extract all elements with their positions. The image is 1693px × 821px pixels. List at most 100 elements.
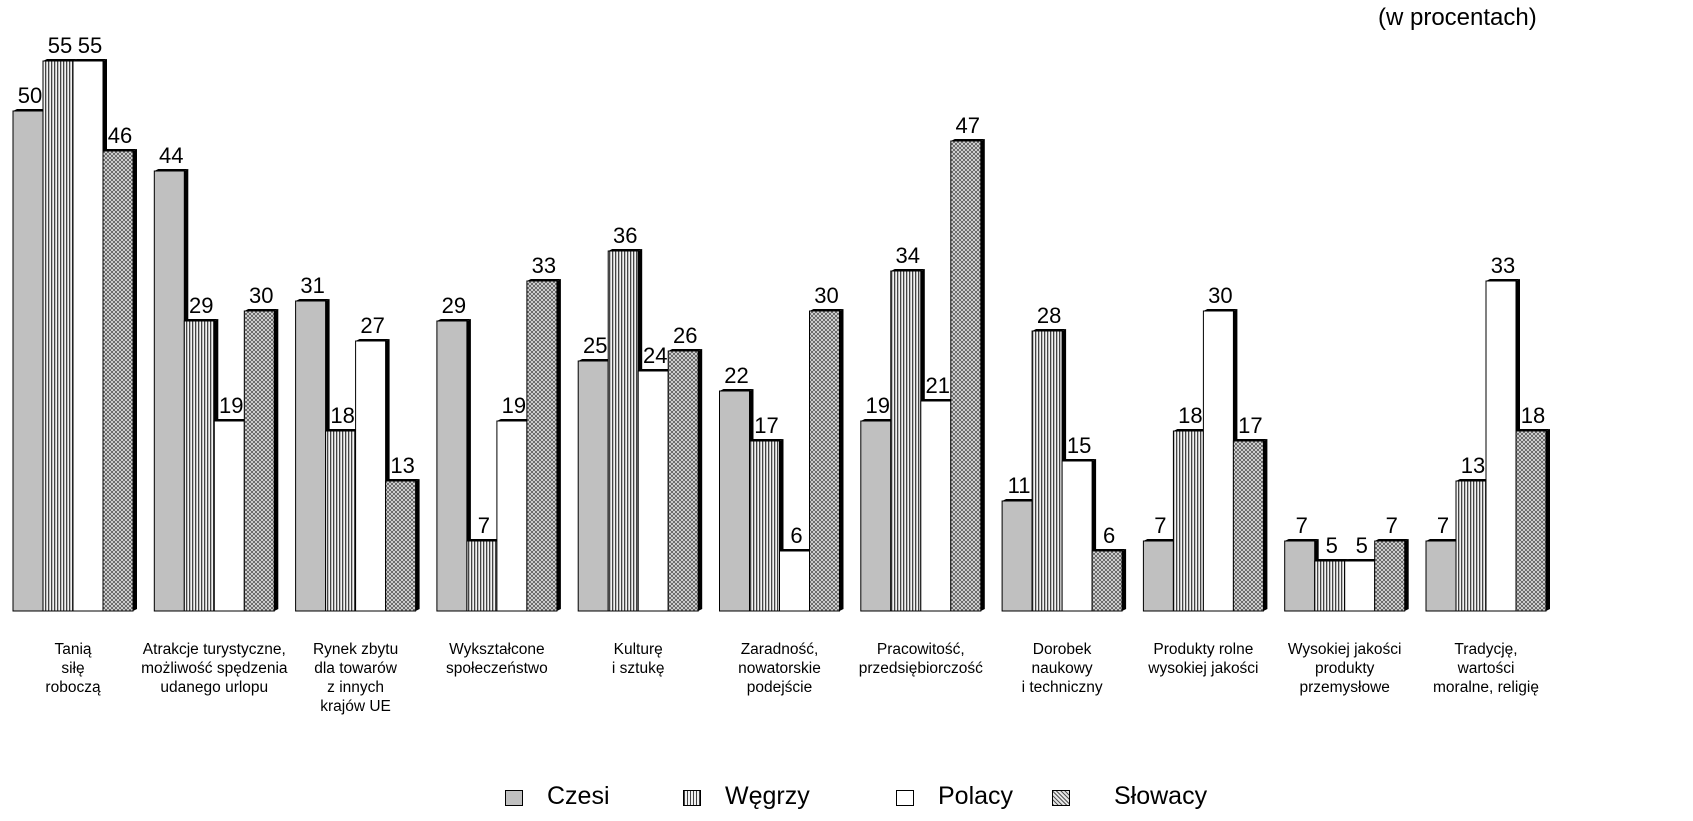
category-label-4: Wykształcone społeczeństwo xyxy=(446,641,548,677)
bar-face xyxy=(1232,440,1264,612)
bar-face xyxy=(860,420,892,612)
category-label-9: Produkty rolne wysokiej jakości xyxy=(1148,641,1259,677)
bar-face xyxy=(1091,550,1123,612)
legend-label-slowacy: Słowacy xyxy=(1114,782,1208,810)
bar-wegrzy-8 xyxy=(1031,329,1067,612)
bar-slowacy-2 xyxy=(243,309,279,612)
bar-face xyxy=(42,60,74,612)
bar-face xyxy=(1172,430,1204,612)
category-label-6: Zaradność, nowatorskie podejście xyxy=(738,641,821,696)
value-label-polacy-5: 24 xyxy=(643,343,667,368)
bar-face xyxy=(496,420,528,612)
bar-wegrzy-2 xyxy=(183,319,219,612)
bar-czesi-5 xyxy=(577,359,613,612)
bar-face xyxy=(667,350,699,612)
bar-face xyxy=(526,280,558,612)
bar-face xyxy=(153,170,185,612)
bar-polacy-4 xyxy=(496,419,531,612)
legend-swatch-wegrzy xyxy=(683,790,701,806)
value-label-czesi-8: 11 xyxy=(1008,473,1031,498)
bar-face xyxy=(1515,430,1547,612)
bar-wegrzy-4 xyxy=(466,539,501,612)
value-label-wegrzy-11: 13 xyxy=(1461,453,1485,478)
bar-slowacy-3 xyxy=(385,479,420,612)
bar-face xyxy=(1314,560,1346,612)
value-label-czesi-6: 22 xyxy=(724,363,748,388)
legend-swatch-slowacy xyxy=(1052,790,1070,806)
value-label-czesi-10: 7 xyxy=(1296,513,1308,538)
bar-wegrzy-6 xyxy=(749,439,784,612)
bar-wegrzy-5 xyxy=(607,249,643,612)
bar-side xyxy=(415,479,420,611)
value-label-wegrzy-2: 29 xyxy=(189,293,213,318)
value-label-polacy-2: 19 xyxy=(219,393,243,418)
bar-face xyxy=(436,320,468,612)
bar-face xyxy=(385,480,417,612)
bar-side xyxy=(1404,539,1409,611)
bar-czesi-4 xyxy=(436,319,471,612)
bar-face xyxy=(637,370,669,612)
bar-face xyxy=(1374,540,1406,612)
bar-side xyxy=(1122,549,1127,611)
value-label-czesi-7: 19 xyxy=(866,393,890,418)
bar-face xyxy=(1202,310,1234,612)
bar-side xyxy=(556,279,561,611)
bar-czesi-7 xyxy=(860,419,895,612)
bar-wegrzy-9 xyxy=(1172,429,1208,612)
bar-czesi-6 xyxy=(719,389,754,612)
value-label-polacy-7: 21 xyxy=(926,373,950,398)
bar-face xyxy=(243,310,275,612)
bar-face xyxy=(295,300,327,612)
value-label-slowacy-4: 33 xyxy=(532,253,556,278)
bar-face xyxy=(355,340,387,612)
legend-label-polacy: Polacy xyxy=(938,782,1014,810)
bar-face xyxy=(1001,500,1033,612)
value-label-slowacy-6: 30 xyxy=(814,283,838,308)
bar-side xyxy=(466,319,471,611)
value-label-czesi-4: 29 xyxy=(442,293,466,318)
bar-face xyxy=(779,550,810,612)
bar-face xyxy=(183,320,215,612)
bar-slowacy-11 xyxy=(1515,429,1550,612)
value-label-polacy-6: 6 xyxy=(790,523,802,548)
value-label-wegrzy-4: 7 xyxy=(478,513,490,538)
value-label-wegrzy-5: 36 xyxy=(613,223,637,248)
bar-face xyxy=(950,140,982,612)
bar-polacy-2 xyxy=(213,419,249,612)
value-label-polacy-8: 15 xyxy=(1067,433,1091,458)
bar-face xyxy=(1284,540,1316,612)
category-label-11: Tradycję, wartości moralne, religię xyxy=(1433,641,1539,696)
bar-face xyxy=(213,420,245,612)
bar-face xyxy=(1344,560,1376,612)
bar-polacy-11 xyxy=(1485,279,1520,612)
bar-polacy-1 xyxy=(72,59,107,612)
value-label-slowacy-5: 26 xyxy=(673,323,697,348)
value-label-polacy-10: 5 xyxy=(1356,533,1368,558)
value-label-slowacy-7: 47 xyxy=(956,113,980,138)
value-label-czesi-9: 7 xyxy=(1154,513,1166,538)
category-label-8: Dorobek naukowy i techniczny xyxy=(1021,641,1103,696)
value-label-slowacy-9: 17 xyxy=(1238,413,1262,438)
value-label-czesi-5: 25 xyxy=(583,333,607,358)
bar-wegrzy-10 xyxy=(1314,559,1349,612)
legend-label-wegrzy: Węgrzy xyxy=(725,782,810,810)
bar-slowacy-6 xyxy=(809,309,844,612)
bar-slowacy-4 xyxy=(526,279,561,612)
category-label-10: Wysokiej jakości produkty przemysłowe xyxy=(1287,641,1402,696)
bar-slowacy-7 xyxy=(950,139,985,612)
value-label-wegrzy-1: 55 xyxy=(48,33,72,58)
bar-side xyxy=(698,349,703,611)
bar-wegrzy-3 xyxy=(325,429,360,612)
value-label-slowacy-11: 18 xyxy=(1521,403,1545,428)
bar-face xyxy=(577,360,609,612)
bar-side xyxy=(274,309,279,611)
legend: Czesi Węgrzy Polacy Słowacy xyxy=(0,780,1693,816)
value-label-slowacy-3: 13 xyxy=(390,453,414,478)
category-label-2: Atrakcje turystyczne, możliwość spędzeni… xyxy=(141,641,288,696)
bar-polacy-9 xyxy=(1202,309,1238,612)
value-label-wegrzy-6: 17 xyxy=(754,413,778,438)
bar-face xyxy=(1031,330,1063,612)
value-label-czesi-2: 44 xyxy=(159,143,183,168)
